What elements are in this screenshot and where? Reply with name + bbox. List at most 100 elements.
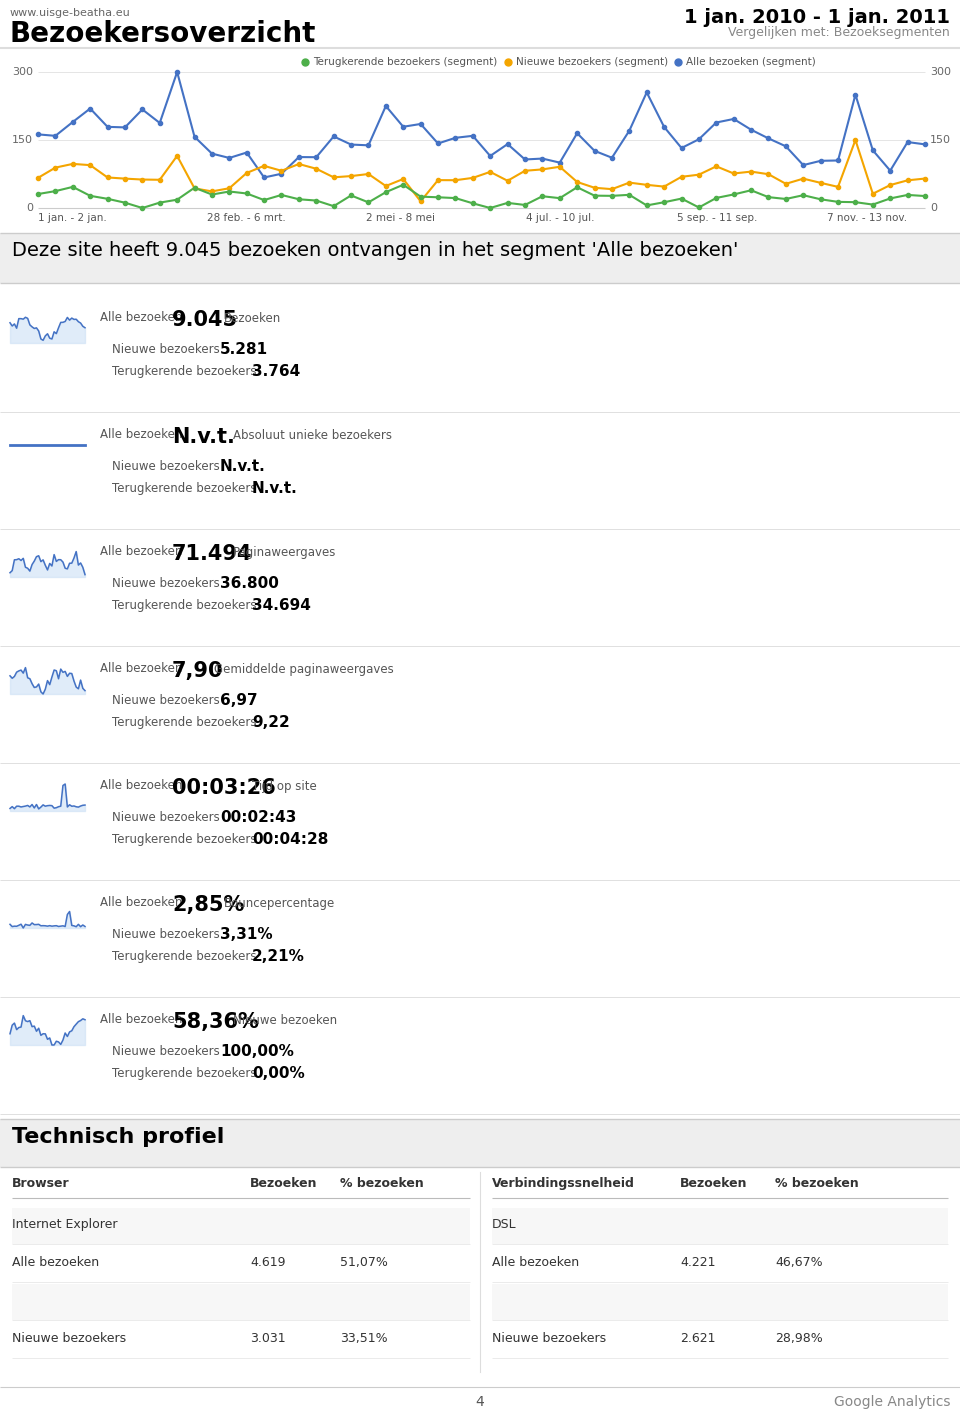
Text: 7,90: 7,90: [172, 661, 224, 681]
Text: 33,51%: 33,51%: [340, 1332, 388, 1345]
Text: 36.800: 36.800: [220, 576, 278, 591]
Bar: [12, 1208, 470, 1244]
Text: 150: 150: [930, 135, 951, 145]
Text: Alle bezoeken: Alle bezoeken: [100, 311, 182, 323]
Text: Terugkerende bezoekers: Terugkerende bezoekers: [112, 598, 256, 611]
Text: 9.045: 9.045: [172, 311, 238, 331]
Text: 100,00%: 100,00%: [220, 1045, 294, 1059]
Text: 28 feb. - 6 mrt.: 28 feb. - 6 mrt.: [206, 212, 285, 222]
Text: 300: 300: [930, 67, 951, 77]
Text: 2 mei - 8 mei: 2 mei - 8 mei: [366, 212, 435, 222]
Text: 4 jul. - 10 jul.: 4 jul. - 10 jul.: [526, 212, 594, 222]
Text: Vergelijken met: Bezoeksegmenten: Vergelijken met: Bezoeksegmenten: [729, 26, 950, 38]
Text: 6,97: 6,97: [220, 693, 257, 708]
Text: 5 sep. - 11 sep.: 5 sep. - 11 sep.: [677, 212, 757, 222]
Text: Bezoeken: Bezoeken: [224, 312, 280, 325]
Text: Alle bezoeken: Alle bezoeken: [100, 779, 182, 792]
Text: Terugkerende bezoekers: Terugkerende bezoekers: [112, 482, 256, 494]
Text: 2.621: 2.621: [680, 1332, 715, 1345]
Text: 300: 300: [12, 67, 33, 77]
Text: 4.221: 4.221: [680, 1255, 715, 1270]
Text: Nieuwe bezoekers: Nieuwe bezoekers: [112, 694, 220, 707]
Text: 2,85%: 2,85%: [172, 895, 245, 915]
Text: Nieuwe bezoekers (segment): Nieuwe bezoekers (segment): [516, 57, 668, 67]
Text: Alle bezoeken: Alle bezoeken: [100, 544, 182, 559]
Bar: [492, 1284, 948, 1320]
Text: Verbindingssnelheid: Verbindingssnelheid: [492, 1177, 635, 1190]
Text: Terugkerende bezoekers: Terugkerende bezoekers: [112, 1067, 256, 1080]
Bar: [492, 1322, 948, 1358]
Text: Tijd op site: Tijd op site: [252, 779, 317, 792]
Bar: [0, 1119, 960, 1167]
Text: Paginaweergaves: Paginaweergaves: [233, 546, 336, 559]
Bar: [492, 1245, 948, 1282]
Text: 28,98%: 28,98%: [775, 1332, 823, 1345]
Text: Terugkerende bezoekers (segment): Terugkerende bezoekers (segment): [313, 57, 497, 67]
Text: 150: 150: [12, 135, 33, 145]
Text: N.v.t.: N.v.t.: [252, 482, 298, 496]
Text: 00:04:28: 00:04:28: [252, 832, 328, 846]
Text: Alle bezoeken: Alle bezoeken: [12, 1255, 99, 1270]
Text: 58,36%: 58,36%: [172, 1012, 259, 1032]
Text: 3.764: 3.764: [252, 363, 300, 379]
Text: Deze site heeft 9.045 bezoeken ontvangen in het segment 'Alle bezoeken': Deze site heeft 9.045 bezoeken ontvangen…: [12, 241, 738, 259]
Text: Gemiddelde paginaweergaves: Gemiddelde paginaweergaves: [214, 663, 394, 675]
Text: 1 jan. 2010 - 1 jan. 2011: 1 jan. 2010 - 1 jan. 2011: [684, 9, 950, 27]
Text: Nieuwe bezoekers: Nieuwe bezoekers: [492, 1332, 606, 1345]
Text: Terugkerende bezoekers: Terugkerende bezoekers: [112, 950, 256, 963]
Bar: [12, 1284, 470, 1320]
Text: Nieuwe bezoekers: Nieuwe bezoekers: [112, 928, 220, 941]
Text: 7 nov. - 13 nov.: 7 nov. - 13 nov.: [828, 212, 907, 222]
Text: Google Analytics: Google Analytics: [833, 1395, 950, 1409]
Text: Alle bezoeken: Alle bezoeken: [100, 896, 182, 909]
Text: Nieuwe bezoekers: Nieuwe bezoekers: [12, 1332, 126, 1345]
Text: 71.494: 71.494: [172, 544, 252, 564]
Text: Absoluut unieke bezoekers: Absoluut unieke bezoekers: [233, 429, 392, 442]
Text: 2,21%: 2,21%: [252, 949, 305, 963]
Bar: [12, 1245, 470, 1282]
Text: 00:03:26: 00:03:26: [172, 778, 276, 798]
Text: Nieuwe bezoeken: Nieuwe bezoeken: [233, 1015, 337, 1027]
Text: 0: 0: [930, 202, 937, 212]
Text: Alle bezoeken: Alle bezoeken: [100, 428, 182, 440]
Text: 0: 0: [26, 202, 33, 212]
Text: 3,31%: 3,31%: [220, 928, 273, 942]
Text: Internet Explorer: Internet Explorer: [12, 1218, 117, 1231]
Text: Nieuwe bezoekers: Nieuwe bezoekers: [112, 811, 220, 824]
Text: DSL: DSL: [492, 1218, 516, 1231]
Text: 4: 4: [475, 1395, 485, 1409]
Text: 5.281: 5.281: [220, 342, 268, 358]
Text: N.v.t.: N.v.t.: [172, 428, 235, 447]
Text: 34.694: 34.694: [252, 598, 311, 613]
Text: Alle bezoeken (segment): Alle bezoeken (segment): [686, 57, 816, 67]
Text: Alle bezoeken: Alle bezoeken: [100, 663, 182, 675]
Text: 00:02:43: 00:02:43: [220, 809, 297, 825]
Text: 46,67%: 46,67%: [775, 1255, 823, 1270]
Text: Nieuwe bezoekers: Nieuwe bezoekers: [112, 577, 220, 590]
Text: Nieuwe bezoekers: Nieuwe bezoekers: [112, 343, 220, 356]
Text: 3.031: 3.031: [250, 1332, 286, 1345]
Text: Technisch profiel: Technisch profiel: [12, 1127, 225, 1147]
Text: 0,00%: 0,00%: [252, 1066, 304, 1082]
Text: Bouncepercentage: Bouncepercentage: [224, 896, 335, 911]
Text: Bezoeken: Bezoeken: [680, 1177, 748, 1190]
Text: 51,07%: 51,07%: [340, 1255, 388, 1270]
Text: Terugkerende bezoekers: Terugkerende bezoekers: [112, 834, 256, 846]
Text: Browser: Browser: [12, 1177, 70, 1190]
Text: Nieuwe bezoekers: Nieuwe bezoekers: [112, 1045, 220, 1057]
Text: Alle bezoeken: Alle bezoeken: [492, 1255, 579, 1270]
Text: Alle bezoeken: Alle bezoeken: [100, 1013, 182, 1026]
Text: % bezoeken: % bezoeken: [775, 1177, 859, 1190]
Text: Bezoekersoverzicht: Bezoekersoverzicht: [10, 20, 317, 48]
Text: Terugkerende bezoekers: Terugkerende bezoekers: [112, 715, 256, 730]
Text: 4.619: 4.619: [250, 1255, 285, 1270]
Text: N.v.t.: N.v.t.: [220, 459, 266, 475]
Text: % bezoeken: % bezoeken: [340, 1177, 423, 1190]
Bar: [492, 1208, 948, 1244]
Bar: [0, 234, 960, 284]
Text: Nieuwe bezoekers: Nieuwe bezoekers: [112, 460, 220, 473]
Text: www.uisge-beatha.eu: www.uisge-beatha.eu: [10, 9, 131, 19]
Text: 9,22: 9,22: [252, 715, 290, 730]
Text: 1 jan. - 2 jan.: 1 jan. - 2 jan.: [38, 212, 107, 222]
Bar: [12, 1322, 470, 1358]
